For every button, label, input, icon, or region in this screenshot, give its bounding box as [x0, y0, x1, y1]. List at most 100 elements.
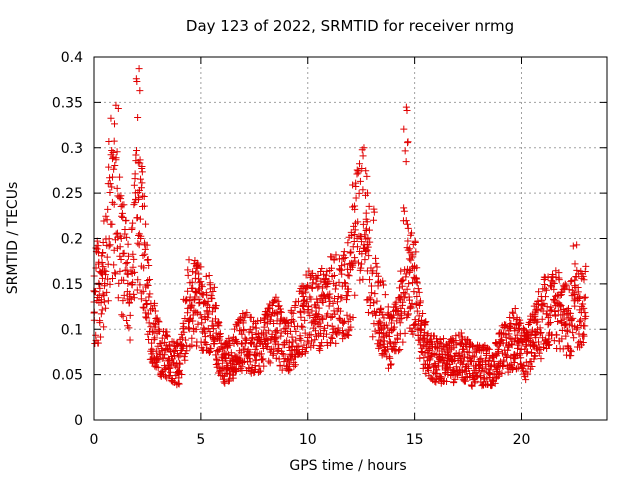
data-point — [401, 308, 409, 316]
data-point — [534, 298, 542, 306]
scatter-points — [90, 65, 590, 390]
data-point — [145, 261, 153, 269]
data-point — [94, 242, 102, 250]
data-point — [362, 209, 370, 217]
data-point — [134, 239, 142, 247]
data-point — [313, 295, 321, 303]
data-point — [371, 327, 379, 335]
data-point — [188, 334, 196, 342]
data-point — [197, 278, 205, 286]
data-point — [328, 264, 336, 272]
data-point — [534, 318, 542, 326]
data-point — [416, 336, 424, 344]
data-point — [416, 354, 424, 362]
data-point — [358, 164, 366, 172]
data-point — [537, 355, 545, 363]
data-point — [541, 274, 549, 282]
data-point — [336, 315, 344, 323]
data-point — [205, 348, 213, 356]
data-point — [357, 264, 365, 272]
data-point — [110, 200, 118, 208]
data-point — [102, 304, 110, 312]
data-point — [332, 339, 340, 347]
data-point — [198, 319, 206, 327]
data-point — [95, 280, 103, 288]
data-point — [106, 188, 114, 196]
data-point — [260, 362, 268, 370]
data-point — [340, 248, 348, 256]
data-point — [149, 327, 157, 335]
data-point — [201, 339, 209, 347]
data-point — [440, 335, 448, 343]
data-point — [192, 325, 200, 333]
data-point — [170, 347, 178, 355]
data-point — [390, 340, 398, 348]
data-point — [104, 205, 112, 213]
data-point — [288, 333, 296, 341]
data-point — [277, 308, 285, 316]
data-point — [339, 318, 347, 326]
data-point — [480, 374, 488, 382]
data-point — [100, 217, 108, 225]
data-point — [209, 288, 217, 296]
data-point — [239, 319, 247, 327]
data-point — [276, 320, 284, 328]
data-point — [541, 281, 549, 289]
data-point — [126, 311, 134, 319]
data-point — [401, 329, 409, 337]
data-point — [468, 358, 476, 366]
data-point — [103, 253, 111, 261]
data-point — [530, 352, 538, 360]
data-point — [488, 381, 496, 389]
data-point — [327, 314, 335, 322]
data-point — [187, 303, 195, 311]
data-point — [369, 267, 377, 275]
data-point — [154, 317, 162, 325]
data-point — [530, 355, 538, 363]
data-point — [289, 309, 297, 317]
data-point — [210, 340, 218, 348]
data-point — [356, 276, 364, 284]
data-point — [211, 305, 219, 313]
data-point — [239, 358, 247, 366]
data-point — [290, 362, 298, 370]
data-point — [292, 327, 300, 335]
data-point — [580, 276, 588, 284]
data-point — [192, 269, 200, 277]
data-point — [537, 329, 545, 337]
data-point — [473, 373, 481, 381]
data-point — [160, 354, 168, 362]
data-point — [361, 256, 369, 264]
data-point — [570, 289, 578, 297]
data-point — [363, 172, 371, 180]
data-point — [265, 357, 273, 365]
data-point — [571, 302, 579, 310]
data-point — [105, 242, 113, 250]
data-point — [174, 353, 182, 361]
data-point — [379, 340, 387, 348]
data-point — [299, 293, 307, 301]
data-point — [110, 261, 118, 269]
data-point — [532, 334, 540, 342]
data-point — [328, 335, 336, 343]
data-point — [206, 328, 214, 336]
data-point — [97, 310, 105, 318]
data-point — [150, 320, 158, 328]
data-point — [324, 280, 332, 288]
data-point — [238, 340, 246, 348]
data-point — [558, 335, 566, 343]
data-point — [404, 224, 412, 232]
data-point — [411, 239, 419, 247]
data-point — [523, 348, 531, 356]
data-point — [175, 380, 183, 388]
data-point — [204, 297, 212, 305]
data-point — [175, 359, 183, 367]
data-point — [135, 65, 143, 73]
data-point — [359, 186, 367, 194]
data-point — [103, 216, 111, 224]
data-point — [491, 379, 499, 387]
data-point — [176, 351, 184, 359]
data-point — [106, 280, 114, 288]
data-point — [151, 321, 159, 329]
data-point — [317, 342, 325, 350]
